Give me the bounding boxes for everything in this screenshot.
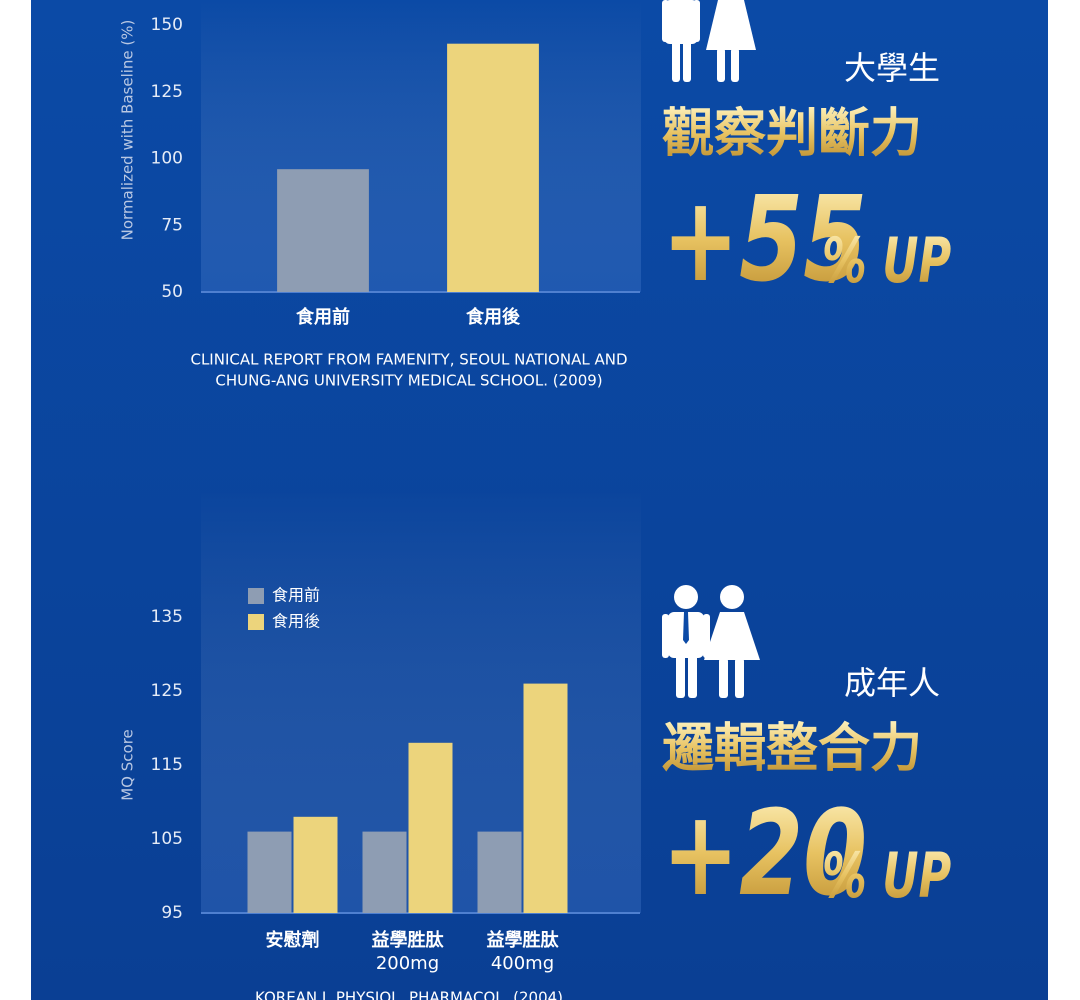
bar: [277, 169, 369, 292]
legend-swatch: [248, 588, 264, 604]
bar: [247, 831, 292, 913]
y-tick-label: 95: [161, 903, 183, 923]
unit-label: % UP: [822, 224, 951, 296]
source-note: KOREAN J. PHYSIOL. PHARMACOL. (2004): [255, 989, 563, 1000]
legend-label: 食用前: [272, 586, 320, 605]
y-tick-label: 75: [161, 215, 183, 235]
group-label: 大學生: [844, 49, 940, 87]
y-tick-label: 100: [151, 149, 183, 169]
gain-label: +20: [662, 785, 867, 922]
bar: [477, 831, 522, 913]
legend-swatch: [248, 614, 264, 630]
unit-label: % UP: [822, 839, 951, 911]
x-tick-label: 安慰劑: [266, 929, 320, 951]
gain-label: +55: [662, 171, 867, 308]
bar: [293, 816, 338, 913]
people-icon: [662, 585, 760, 698]
bar: [362, 831, 407, 913]
y-tick-label: 150: [151, 15, 183, 35]
source-note: CLINICAL REPORT FROM FAMENITY, SEOUL NAT…: [190, 351, 627, 369]
x-tick-label: 益學胜肽 200mg: [372, 929, 445, 974]
y-tick-label: 115: [151, 755, 183, 775]
y-tick-label: 135: [151, 607, 183, 627]
y-tick-label: 125: [151, 681, 183, 701]
people-icon: [662, 0, 756, 82]
y-tick-label: 105: [151, 829, 183, 849]
plot-glow: [201, 0, 641, 292]
bar: [408, 742, 453, 913]
skill-label: 邏輯整合力: [662, 719, 922, 779]
y-axis-label: MQ Score: [119, 729, 137, 801]
bar: [523, 683, 568, 913]
bar: [447, 43, 539, 292]
y-axis-label: Normalized with Baseline (%): [119, 20, 137, 241]
legend-label: 食用後: [272, 612, 320, 631]
skill-label: 觀察判斷力: [662, 104, 922, 164]
chart: 50 75 100 125 150 Normalized with Baseline (%…: [119, 15, 640, 390]
source-note: CHUNG-ANG UNIVERSITY MEDICAL SCHOOL. (20…: [215, 372, 602, 390]
chart: 95 105 115 125 135 MQ Score KOREAN J. PHYSIOL.…: [119, 586, 640, 1000]
x-tick-label: 益學胜肽 400mg: [487, 929, 560, 974]
x-tick-label: 食用後: [465, 306, 521, 328]
x-tick-label: 食用前: [295, 306, 350, 328]
group-label: 成年人: [844, 664, 940, 702]
y-tick-label: 50: [161, 282, 183, 302]
y-tick-label: 125: [151, 82, 183, 102]
